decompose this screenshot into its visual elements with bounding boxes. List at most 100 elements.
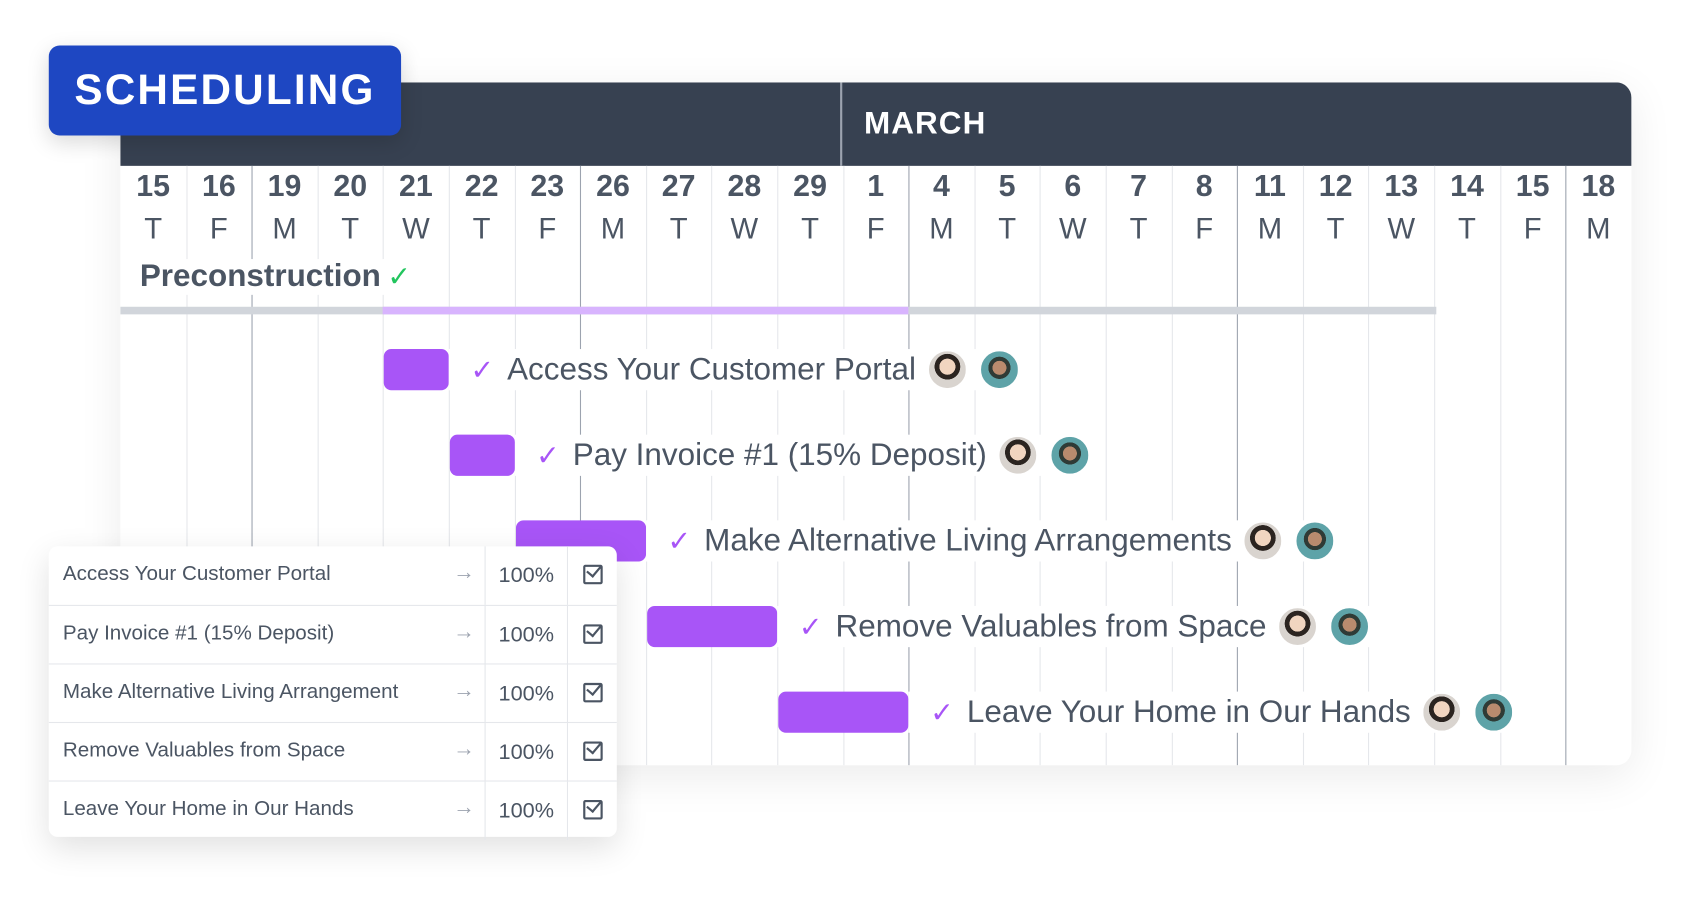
task-label[interactable]: ✓ Make Alternative Living Arrangements <box>645 520 1345 562</box>
day-number: 23 <box>530 169 565 203</box>
day-column <box>1368 165 1370 766</box>
table-row[interactable]: Pay Invoice #1 (15% Deposit) → 100% <box>48 604 617 665</box>
progress-percent: 100% <box>484 664 569 724</box>
checkbox-checked-icon[interactable] <box>583 624 603 644</box>
task-name: Leave Your Home in Our Hands <box>62 797 354 821</box>
weekday-letter: F <box>866 212 885 245</box>
day-column <box>1171 165 1173 766</box>
check-icon: ✓ <box>387 260 412 293</box>
day-number: 12 <box>1318 169 1353 203</box>
check-icon: ✓ <box>667 524 692 557</box>
day-number: 7 <box>1130 169 1147 203</box>
task-name: Make Alternative Living Arrangement <box>62 680 399 704</box>
day-number: 19 <box>267 169 302 203</box>
avatar[interactable] <box>926 349 968 391</box>
check-icon: ✓ <box>470 352 495 386</box>
phase-progress-bar <box>382 306 909 315</box>
avatar[interactable] <box>1473 691 1515 733</box>
weekday-letter: T <box>472 212 491 245</box>
task-name: Access Your Customer Portal <box>507 351 916 387</box>
day-column <box>317 165 319 766</box>
day-number: 18 <box>1581 169 1616 203</box>
day-number: 22 <box>464 169 499 203</box>
weekday-letter: W <box>1059 212 1087 245</box>
check-icon: ✓ <box>798 609 823 643</box>
weekday-letter: T <box>998 212 1017 245</box>
month-label: MARCH <box>863 106 987 141</box>
task-name: Pay Invoice #1 (15% Deposit) <box>572 437 987 473</box>
weekday-letter: W <box>1387 212 1416 245</box>
weekday-letter: F <box>1195 212 1214 245</box>
avatar[interactable] <box>1329 605 1371 648</box>
day-number: 15 <box>136 169 171 203</box>
progress-percent: 100% <box>484 546 569 605</box>
table-row[interactable]: Remove Valuables from Space → 100% <box>48 721 617 782</box>
task-bar[interactable] <box>778 691 909 733</box>
task-name: Leave Your Home in Our Hands <box>966 694 1411 729</box>
progress-percent: 100% <box>484 605 569 665</box>
task-label[interactable]: ✓ Access Your Customer Portal <box>448 349 1029 391</box>
task-bar[interactable] <box>449 434 515 476</box>
weekday-letter: W <box>402 212 430 245</box>
day-number: 4 <box>932 169 950 203</box>
avatar[interactable] <box>1421 691 1463 733</box>
day-column <box>1499 165 1501 766</box>
day-number: 13 <box>1384 169 1419 203</box>
task-name: Remove Valuables from Space <box>835 608 1267 644</box>
weekday-letter: T <box>801 212 820 245</box>
day-number: 27 <box>661 169 696 203</box>
checkbox-checked-icon[interactable] <box>583 564 603 585</box>
avatar[interactable] <box>1277 605 1319 648</box>
table-row[interactable]: Access Your Customer Portal → 100% <box>49 546 617 605</box>
task-name: Remove Valuables from Space <box>62 739 346 763</box>
arrow-right-icon[interactable]: → <box>453 620 475 644</box>
task-label[interactable]: ✓ Pay Invoice #1 (15% Deposit) <box>514 434 1100 476</box>
phase-name: Preconstruction <box>139 259 381 294</box>
checkbox-checked-icon[interactable] <box>583 741 603 761</box>
arrow-right-icon[interactable]: → <box>453 560 475 585</box>
arrow-right-icon[interactable]: → <box>453 678 475 703</box>
checkbox-checked-icon[interactable] <box>583 682 603 703</box>
checkbox-checked-icon[interactable] <box>583 799 603 820</box>
day-column <box>251 165 253 766</box>
day-number: 14 <box>1450 169 1484 203</box>
day-number: 6 <box>1064 169 1082 203</box>
weekday-letter: W <box>730 212 759 245</box>
weekday-letter: M <box>600 212 626 245</box>
day-column <box>1105 165 1107 766</box>
day-number: 26 <box>596 169 630 203</box>
task-name: Pay Invoice #1 (15% Deposit) <box>62 622 335 645</box>
day-number: 28 <box>727 169 762 203</box>
month-divider <box>840 82 843 166</box>
day-number: 16 <box>201 169 236 203</box>
day-column <box>186 165 188 766</box>
day-number: 29 <box>793 169 827 203</box>
avatar[interactable] <box>978 349 1021 391</box>
weekday-letter: M <box>272 212 297 245</box>
weekday-letter: M <box>929 212 954 245</box>
phase-label[interactable]: Preconstruction ✓ <box>139 259 420 295</box>
arrow-right-icon[interactable]: → <box>453 795 475 820</box>
task-bar[interactable] <box>646 605 778 648</box>
weekday-letter: T <box>1458 212 1476 245</box>
avatar[interactable] <box>1242 520 1284 562</box>
task-table: Access Your Customer Portal → 100% Pay Invo… <box>48 546 617 841</box>
table-row[interactable]: Leave Your Home in Our Hands → 100% <box>48 780 617 841</box>
day-number: 5 <box>998 169 1016 203</box>
task-label[interactable]: ✓ Leave Your Home in Our Hands <box>908 691 1524 733</box>
weekday-letter: T <box>341 212 360 245</box>
avatar[interactable] <box>997 434 1039 476</box>
weekday-letter: F <box>209 212 228 245</box>
day-number: 8 <box>1195 169 1213 203</box>
weekday-letter: F <box>1523 212 1542 245</box>
weekday-letter: T <box>669 212 688 245</box>
task-label[interactable]: ✓ Remove Valuables from Space <box>777 605 1380 648</box>
day-column <box>1565 165 1567 766</box>
arrow-right-icon[interactable]: → <box>453 737 475 761</box>
task-name: Access Your Customer Portal <box>62 562 331 586</box>
avatar[interactable] <box>1294 520 1336 562</box>
table-row[interactable]: Make Alternative Living Arrangement → 100% <box>48 663 617 724</box>
progress-percent: 100% <box>484 781 569 841</box>
avatar[interactable] <box>1049 434 1091 476</box>
task-bar[interactable] <box>384 349 449 391</box>
